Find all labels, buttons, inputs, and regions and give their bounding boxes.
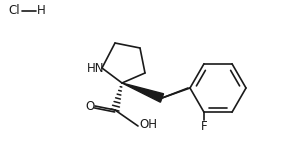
Polygon shape	[122, 83, 164, 102]
Text: OH: OH	[139, 118, 157, 131]
Text: O: O	[85, 100, 94, 112]
Text: H: H	[37, 4, 46, 18]
Text: F: F	[201, 120, 207, 133]
Text: Cl: Cl	[8, 4, 20, 18]
Text: HN: HN	[87, 61, 105, 75]
